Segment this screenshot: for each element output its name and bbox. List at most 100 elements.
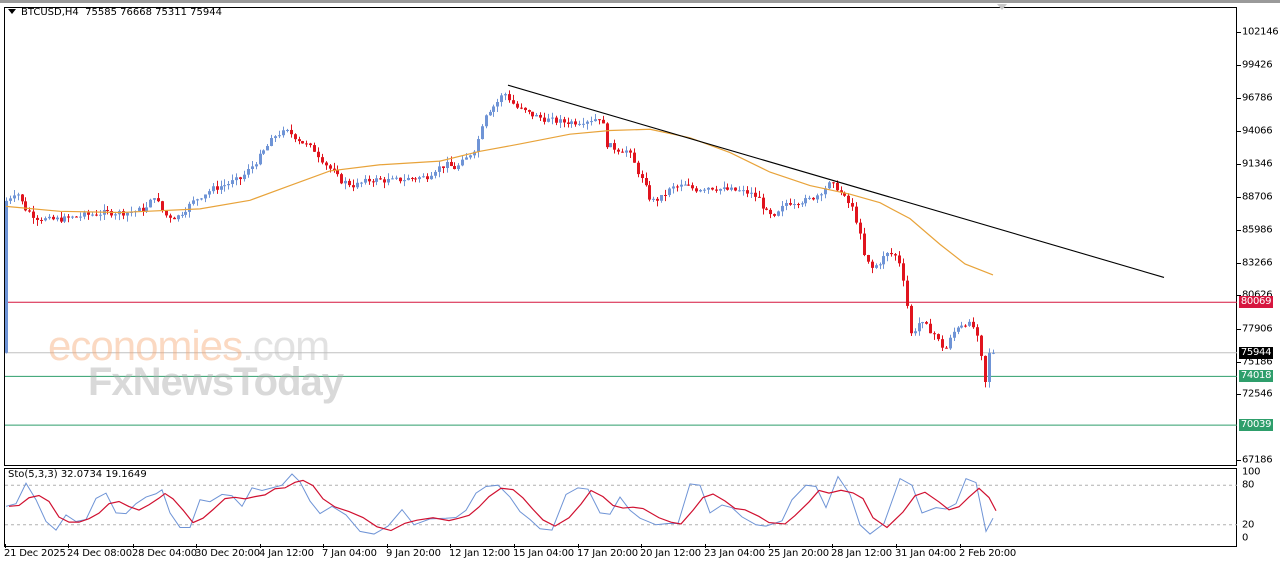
- descending-trendline: [507, 84, 1165, 278]
- bull-candle: [953, 331, 956, 338]
- symbol-dropdown-icon[interactable]: [8, 9, 16, 14]
- bull-candle: [578, 123, 581, 125]
- bull-candle: [949, 337, 952, 349]
- bear-candle: [937, 334, 940, 340]
- bear-candle: [110, 211, 113, 216]
- bear-candle: [40, 219, 43, 221]
- symbol-timeframe[interactable]: BTCUSD,H4: [21, 7, 79, 18]
- price-tick: [1237, 32, 1241, 33]
- price-tick: [1237, 295, 1241, 297]
- bull-candle: [126, 212, 129, 216]
- bear-candle: [629, 150, 632, 153]
- chart-shift-marker-icon[interactable]: [997, 4, 1007, 10]
- bear-candle: [442, 166, 445, 169]
- time-label: 2 Feb 20:00: [959, 548, 1017, 559]
- bull-candle: [407, 177, 410, 181]
- time-tick: [133, 544, 134, 548]
- bear-candle: [301, 141, 304, 144]
- bear-candle: [32, 211, 35, 218]
- bull-candle: [274, 136, 277, 139]
- bull-candle: [594, 119, 597, 122]
- stochastic-d-line: [8, 479, 997, 532]
- bear-candle: [520, 107, 523, 109]
- bull-candle: [723, 187, 726, 189]
- bull-candle: [680, 184, 683, 187]
- bull-candle: [559, 119, 562, 123]
- price-tick: [1237, 196, 1241, 198]
- price-chart-canvas: [5, 84, 1237, 535]
- bear-candle: [539, 114, 542, 118]
- bear-candle: [843, 192, 846, 196]
- price-label: 83266: [1242, 257, 1273, 269]
- bull-candle: [204, 194, 207, 199]
- bear-candle: [426, 176, 429, 180]
- bull-candle: [235, 177, 238, 181]
- bear-candle: [75, 216, 78, 218]
- price-axis[interactable]: 102146 99426 96786 94066 91346 88706 85986 8326…: [1237, 0, 1280, 545]
- bull-candle: [356, 182, 359, 188]
- bull-candle: [918, 323, 921, 332]
- bull-candle: [227, 183, 230, 186]
- bull-candle: [672, 186, 675, 189]
- bear-candle: [972, 321, 975, 328]
- bear-candle: [524, 107, 527, 111]
- bear-candle: [980, 335, 983, 356]
- bull-candle: [820, 194, 823, 196]
- bear-candle: [313, 145, 316, 152]
- bull-candle: [344, 180, 347, 184]
- bear-candle: [613, 143, 616, 150]
- bear-candle: [641, 174, 644, 179]
- price-pane[interactable]: [4, 7, 1237, 466]
- bull-candle: [719, 188, 722, 191]
- price-tick: [1237, 97, 1241, 99]
- bear-candle: [106, 209, 109, 212]
- time-tick: [5, 544, 6, 548]
- bull-candle: [91, 214, 94, 216]
- time-tick: [260, 544, 261, 548]
- bear-candle: [348, 180, 351, 186]
- bear-candle: [906, 280, 909, 306]
- bear-candle: [169, 215, 172, 218]
- bull-candle: [730, 187, 733, 190]
- bull-candle: [438, 166, 441, 172]
- bull-candle: [13, 195, 16, 199]
- time-label: 23 Jan 04:00: [704, 548, 765, 559]
- bear-candle: [574, 121, 577, 125]
- bull-candle: [200, 198, 203, 200]
- watermark-fxnewstoday: FxNewsToday: [88, 360, 344, 404]
- bear-candle: [840, 190, 843, 193]
- time-label: 20 Jan 12:00: [640, 548, 701, 559]
- bull-candle: [469, 155, 472, 158]
- bear-candle: [789, 203, 792, 205]
- bear-candle: [340, 174, 343, 184]
- bull-candle: [262, 150, 265, 154]
- bull-candle: [149, 199, 152, 208]
- time-tick: [514, 544, 515, 548]
- time-axis[interactable]: 21 Dec 2025 24 Dec 08:00 28 Dec 04:00 30 De…: [0, 544, 1238, 567]
- bull-candle: [496, 102, 499, 107]
- bear-candle: [95, 214, 98, 216]
- bear-candle: [325, 162, 328, 166]
- price-tick: [1237, 263, 1241, 265]
- time-tick: [705, 544, 706, 548]
- bull-candle: [360, 182, 363, 184]
- time-label: 28 Jan 12:00: [831, 548, 892, 559]
- price-tick: [1237, 130, 1241, 132]
- time-tick: [450, 544, 451, 548]
- stochastic-axis-label: 80: [1242, 479, 1255, 491]
- bull-candle: [270, 138, 273, 146]
- bull-candle: [220, 186, 223, 190]
- bear-candle: [773, 214, 776, 216]
- bear-candle: [294, 134, 297, 140]
- price-label: 99426: [1242, 59, 1273, 71]
- bull-candle: [875, 265, 878, 268]
- bear-candle: [762, 197, 765, 209]
- bear-candle: [414, 178, 417, 180]
- bull-candle: [481, 126, 484, 140]
- price-tag: 70039: [1239, 419, 1273, 432]
- bull-candle: [804, 198, 807, 204]
- bear-candle: [411, 177, 414, 179]
- price-tick: [1237, 394, 1241, 396]
- time-tick: [769, 544, 770, 548]
- time-label: 9 Jan 20:00: [386, 548, 441, 559]
